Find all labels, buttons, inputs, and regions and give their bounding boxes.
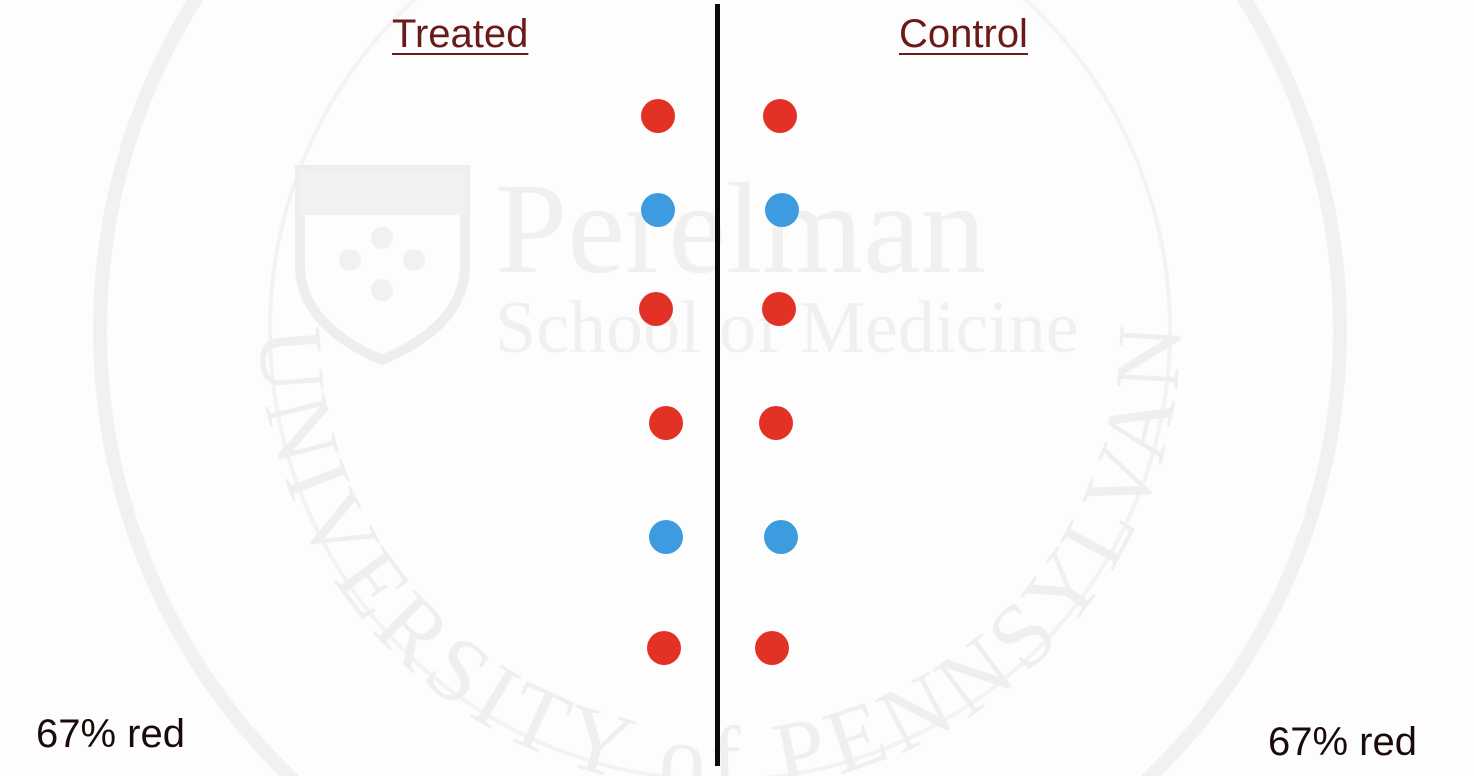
treated-dot-red (641, 99, 675, 133)
watermark-seal-text: UNIVERSITY of PENNSYLVANIA (0, 0, 1193, 776)
treated-dot-red (649, 406, 683, 440)
control-summary: 67% red (1268, 720, 1417, 764)
treated-dot-red (639, 292, 673, 326)
treated-dot-red (647, 631, 681, 665)
watermark-seal-path: UNIVERSITY of PENNSYLVANIA (0, 0, 1193, 776)
treated-dot-blue (649, 520, 683, 554)
control-dot-red (759, 406, 793, 440)
control-dot-blue (765, 193, 799, 227)
control-dot-blue (764, 520, 798, 554)
watermark-name: Perelman (495, 157, 986, 301)
control-heading: Control (899, 12, 1028, 56)
control-dot-red (755, 631, 789, 665)
control-dot-red (762, 292, 796, 326)
shield-icon (295, 165, 470, 366)
treated-dot-blue (641, 193, 675, 227)
group-divider (715, 4, 720, 766)
control-dot-red (763, 99, 797, 133)
treated-summary: 67% red (36, 712, 185, 756)
treated-heading: Treated (392, 12, 529, 56)
